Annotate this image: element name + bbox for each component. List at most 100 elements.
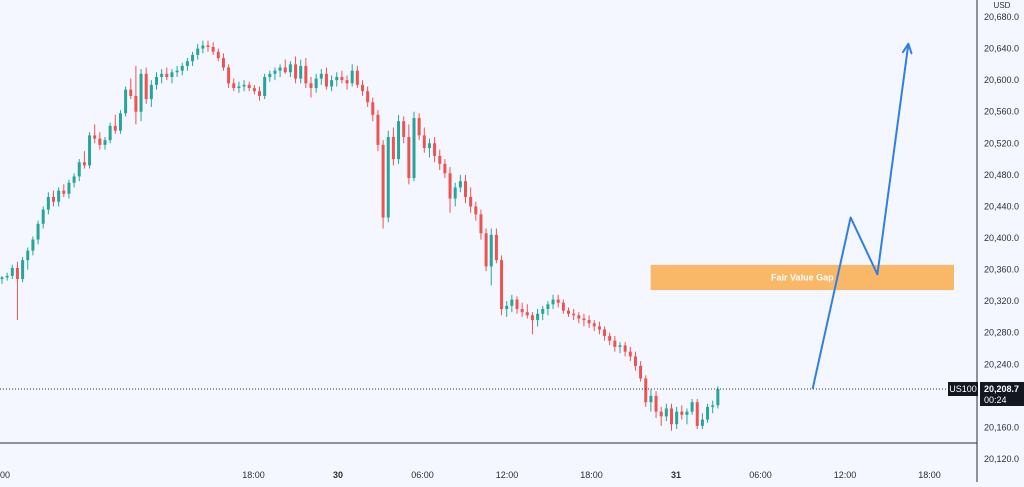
candle (15, 261, 19, 321)
candle (211, 42, 215, 55)
price-tick-label: 20,440.0 (984, 201, 1019, 211)
candle (5, 272, 9, 281)
candle (118, 110, 122, 134)
candle-body (201, 45, 205, 49)
price-tick-label: 20,560.0 (984, 107, 1019, 117)
candle-body (36, 223, 40, 240)
candle (613, 335, 617, 352)
candle (52, 190, 55, 207)
candle-body (664, 408, 668, 417)
candle-body (551, 299, 555, 305)
projection-arrow (811, 42, 913, 390)
time-tick-label: 31 (671, 470, 681, 480)
candle-body (520, 309, 524, 313)
time-tick-label: 06:00 (749, 470, 772, 480)
candle (88, 132, 92, 169)
candle (335, 72, 339, 87)
candle-body (26, 250, 30, 261)
candle-body (227, 67, 231, 84)
candle-body (412, 118, 416, 179)
currency-label: USD (994, 1, 1011, 10)
candle (294, 56, 298, 84)
candle (139, 69, 143, 122)
candle (278, 64, 282, 77)
candle-body (324, 73, 328, 87)
candle-body (330, 80, 334, 87)
candle (427, 138, 431, 158)
candle (355, 65, 359, 89)
price-tick-label: 20,280.0 (984, 328, 1019, 338)
candle-body (355, 70, 359, 85)
candle (340, 70, 344, 84)
candle-body (695, 402, 699, 426)
candle-body (242, 84, 246, 87)
candle-body (381, 144, 385, 218)
candle (366, 86, 370, 107)
candle (402, 116, 406, 144)
candle (577, 312, 581, 324)
price-tick-label: 20,320.0 (984, 296, 1019, 306)
price-tick-label: 20,360.0 (984, 265, 1019, 275)
candle (160, 69, 164, 84)
candle-body (221, 58, 225, 68)
candle (221, 53, 225, 71)
candle (541, 305, 545, 321)
candle (654, 391, 658, 418)
candle (659, 406, 663, 426)
candle (597, 321, 601, 335)
candle (273, 67, 277, 81)
candle (304, 58, 308, 89)
candle-body (644, 378, 648, 403)
candle-body (639, 365, 643, 379)
candle-body (283, 67, 287, 73)
candle (319, 69, 323, 85)
candle (443, 159, 447, 179)
candle-body (479, 214, 483, 234)
fvg-label: Fair Value Gap (771, 272, 834, 282)
candle (82, 151, 86, 169)
candle-body (376, 114, 380, 145)
candle-body (77, 162, 81, 177)
candle-body (62, 190, 66, 194)
candle (108, 122, 112, 144)
candle (93, 124, 97, 144)
candle-body (345, 80, 349, 84)
candle-body (422, 135, 426, 149)
price-tick-label: 20,160.0 (984, 422, 1019, 432)
candle-body (299, 65, 303, 79)
candle-body (469, 196, 473, 207)
candle (484, 228, 488, 272)
candle-body (361, 84, 364, 92)
candles-layer (0, 40, 720, 431)
candle-body (613, 340, 617, 347)
candle-body (237, 86, 241, 89)
candle-body (211, 46, 215, 52)
candle-body (340, 76, 344, 81)
candle (0, 275, 4, 284)
candle-body (618, 345, 622, 347)
price-axis[interactable]: 20,120.020,160.020,200.020,240.020,280.0… (984, 12, 1019, 464)
candle (299, 59, 303, 84)
candle-body (139, 73, 143, 112)
candle-body (0, 277, 4, 280)
candle (21, 256, 25, 283)
candle-body (124, 89, 128, 114)
candle (670, 403, 673, 431)
time-tick-label: 12:00 (496, 470, 519, 480)
candle-body (448, 173, 452, 199)
candle-body (247, 84, 251, 89)
projection-line (811, 43, 910, 390)
candle-body (494, 234, 498, 261)
time-axis[interactable]: 00 18:00 30 06:00 12:00 18:00 31 06:00 12:00 18:0… (0, 470, 941, 480)
candle-body (546, 304, 550, 310)
candle-body (397, 121, 401, 160)
symbol-badge: US100 (948, 381, 978, 396)
candle-body (597, 326, 601, 330)
candle (62, 184, 66, 197)
candle (572, 309, 576, 321)
candle (474, 201, 478, 221)
candle-body (649, 395, 653, 403)
